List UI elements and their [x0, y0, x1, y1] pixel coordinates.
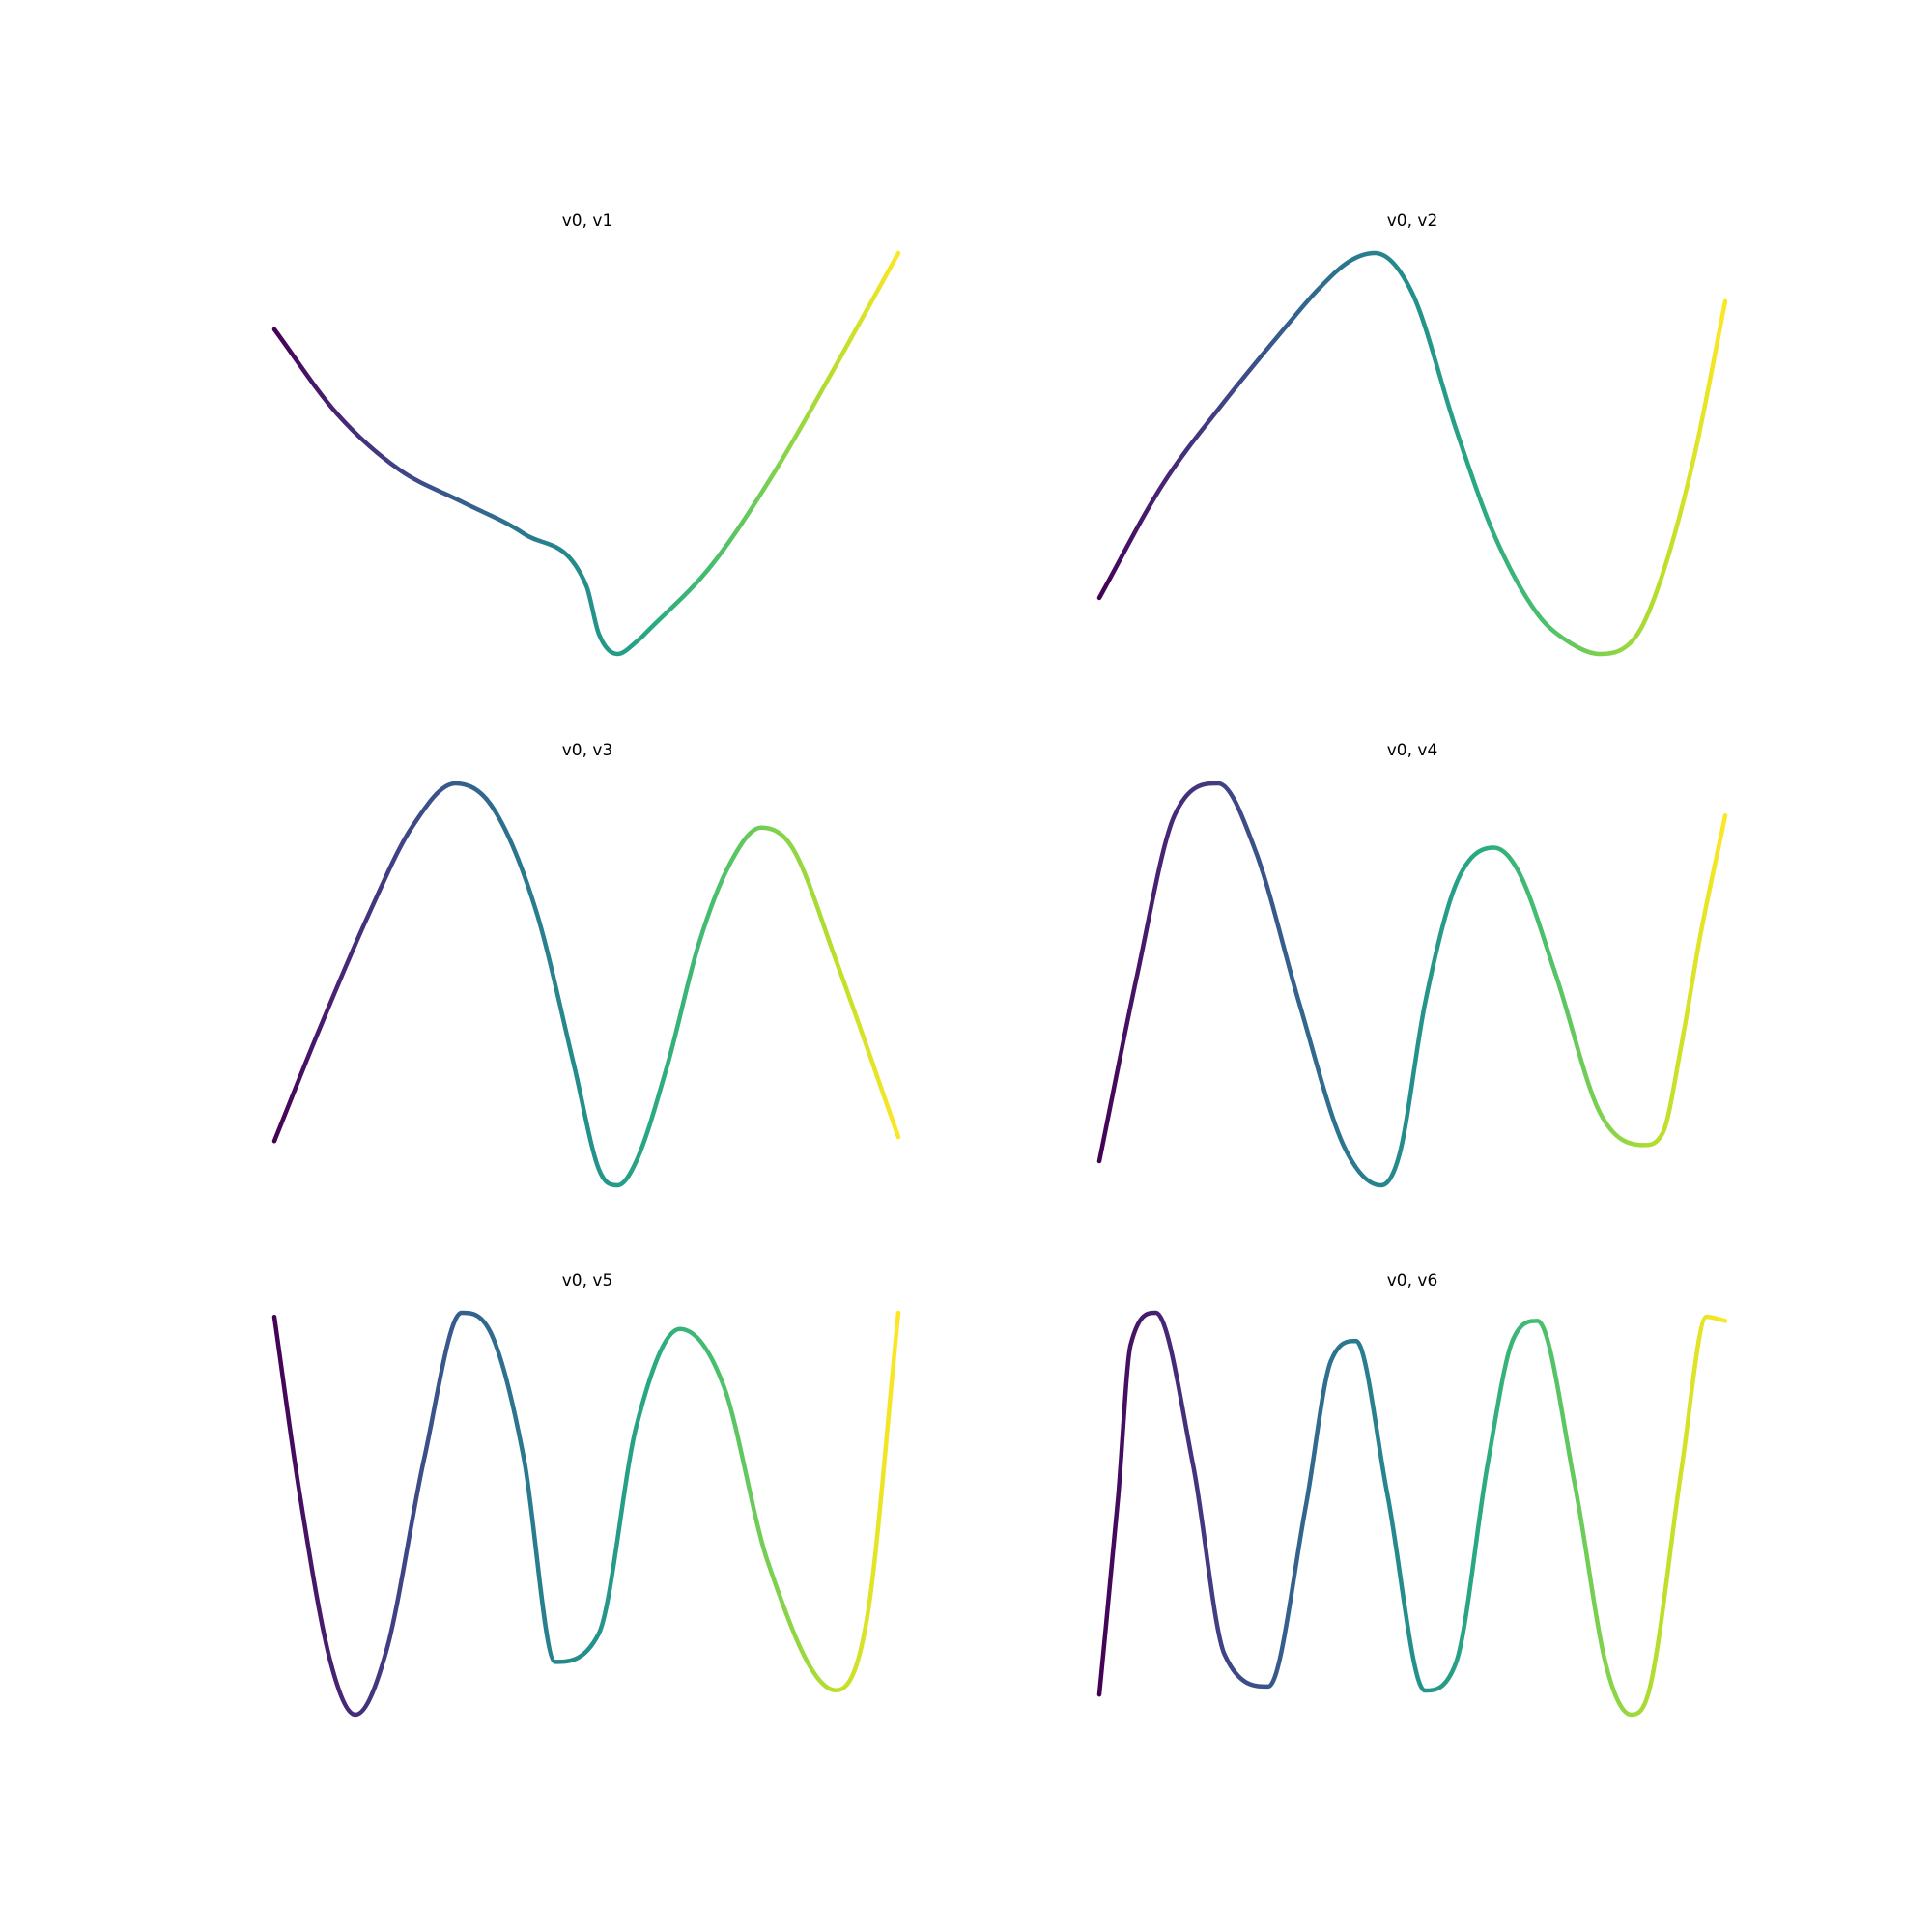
panel-title: v0, v5 [562, 1271, 613, 1291]
panel-v0-v6: v0, v6 [1096, 1271, 1728, 1718]
series-line [1096, 250, 1728, 657]
panel-title: v0, v1 [562, 212, 613, 231]
curve-v0-v4 [1096, 781, 1728, 1188]
panel-title: v0, v3 [562, 741, 613, 760]
series-line [271, 250, 901, 657]
curve-v0-v1 [271, 250, 901, 657]
panel-v0-v2: v0, v2 [1096, 212, 1728, 657]
curve-v0-v5 [271, 1310, 901, 1718]
panel-v0-v4: v0, v4 [1096, 741, 1728, 1188]
panel-title: v0, v2 [1387, 212, 1438, 231]
series-line [271, 1310, 901, 1718]
series-line [1096, 781, 1728, 1188]
series-line [271, 781, 901, 1188]
panel-v0-v1: v0, v1 [271, 212, 901, 657]
curve-v0-v3 [271, 781, 901, 1188]
curve-v0-v6 [1096, 1310, 1728, 1718]
panel-v0-v5: v0, v5 [271, 1271, 901, 1718]
panel-v0-v3: v0, v3 [271, 741, 901, 1188]
series-line [1096, 1310, 1728, 1718]
panel-title: v0, v4 [1387, 741, 1438, 760]
panel-title: v0, v6 [1387, 1271, 1438, 1291]
curve-v0-v2 [1096, 250, 1728, 657]
